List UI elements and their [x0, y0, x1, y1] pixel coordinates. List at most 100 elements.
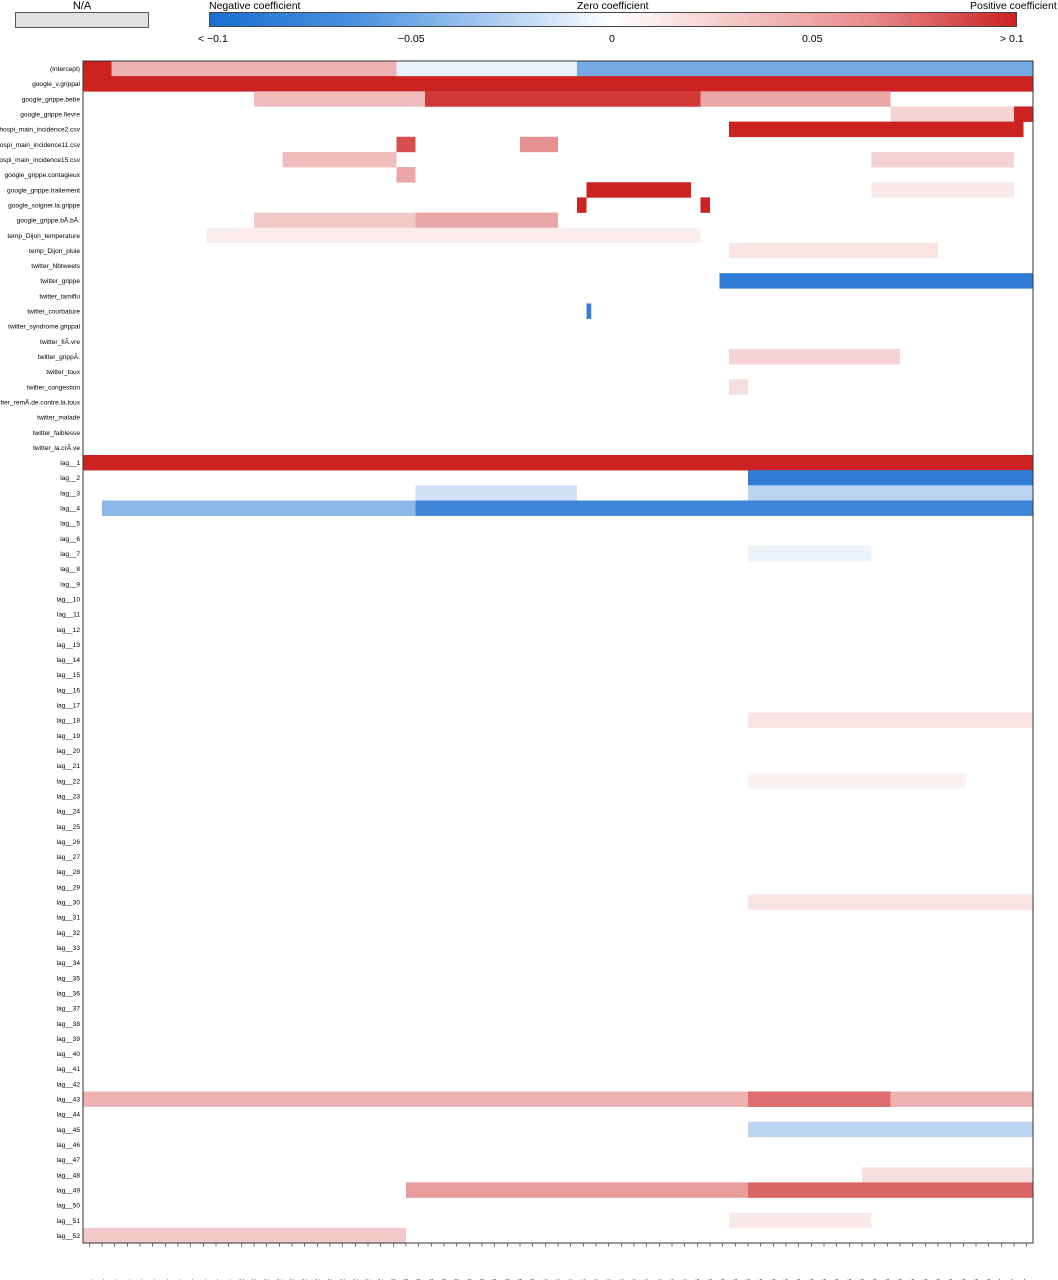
row-label: lag__20 — [57, 748, 81, 755]
heatmap-cell — [586, 182, 691, 198]
column-label: 09/2013 — [492, 1279, 499, 1280]
column-label: 05/2016 — [897, 1279, 904, 1280]
column-label: 05/2014 — [593, 1279, 600, 1280]
row-label: lag__46 — [57, 1142, 81, 1149]
column-label: 06/2011 — [150, 1279, 157, 1280]
column-label: 03/2011 — [112, 1279, 119, 1280]
heatmap-cell — [729, 242, 938, 259]
column-label: 10/2015 — [808, 1279, 815, 1280]
row-label: lag__29 — [57, 884, 81, 891]
heatmap-cell — [102, 500, 416, 516]
legend-zero-label: Zero coefficient — [577, 0, 649, 12]
row-label: lag__15 — [57, 672, 81, 679]
row-label: hospi_main_incidence11.csv — [0, 142, 81, 149]
heatmap-cell — [700, 197, 710, 213]
row-label: lag__47 — [57, 1157, 81, 1164]
row-label: lag__3 — [60, 490, 80, 497]
row-label: twitter_toux — [46, 369, 80, 376]
column-label: 09/2016 — [948, 1279, 955, 1280]
heatmap-cell — [577, 61, 1033, 77]
column-label: 08/2012 — [327, 1279, 334, 1280]
row-label: google_soigner.la.grippe — [8, 202, 80, 209]
row-label: lag__28 — [57, 869, 81, 876]
column-label: 02/2014 — [555, 1279, 562, 1280]
legend-tick-label: > 0.1 — [1000, 33, 1024, 45]
column-label: 10/2013 — [504, 1279, 511, 1280]
column-label: 07/2016 — [922, 1279, 929, 1280]
row-label: lag__4 — [60, 506, 80, 513]
column-label: 12/2013 — [530, 1279, 537, 1280]
column-label: 09/2014 — [644, 1279, 651, 1280]
row-label: lag__43 — [57, 1097, 81, 1104]
row-label: lag__44 — [57, 1112, 81, 1119]
legend-na-swatch — [15, 12, 149, 28]
column-label: 02/2011 — [99, 1279, 106, 1280]
column-label: 06/2015 — [758, 1279, 765, 1280]
heatmap-cell — [83, 1227, 406, 1244]
heatmap-cell — [862, 1167, 1033, 1183]
column-label: 04/2011 — [124, 1279, 131, 1280]
row-label: hospi_main_incidence2.csv — [0, 127, 81, 134]
column-label: 07/2013 — [466, 1279, 473, 1280]
column-label: 12/2012 — [378, 1279, 385, 1280]
row-label: twitter_syndrome.grippal — [8, 324, 80, 331]
column-label: 08/2015 — [783, 1279, 790, 1280]
row-label: lag__22 — [57, 778, 81, 785]
column-label: 04/2012 — [276, 1279, 283, 1280]
heatmap-cell — [577, 197, 587, 213]
heatmap-cell — [1014, 106, 1033, 122]
heatmap-cell — [729, 348, 900, 365]
heatmap-cell — [729, 379, 748, 395]
row-label: lag__5 — [60, 521, 80, 528]
legend-tick-label: < −0.1 — [198, 33, 228, 45]
row-label: lag__11 — [57, 612, 80, 619]
column-label: 07/2014 — [618, 1279, 625, 1280]
heatmap-cell — [254, 91, 425, 107]
heatmap-cell — [748, 712, 1033, 729]
row-label: lag__32 — [57, 930, 81, 937]
column-label: 06/2013 — [454, 1279, 461, 1280]
column-label: 06/2012 — [302, 1279, 309, 1280]
row-label: lag__19 — [57, 733, 81, 740]
heatmap-cell — [425, 91, 701, 107]
column-label: 01/2014 — [542, 1279, 549, 1280]
row-label: twitter_grippÃ. — [38, 352, 80, 361]
heatmap-cell — [415, 500, 1033, 516]
row-label: lag__51 — [57, 1218, 81, 1225]
row-label: lag__21 — [57, 763, 81, 770]
heatmap-cell — [748, 485, 1033, 501]
column-label: 02/2017 — [1011, 1279, 1018, 1280]
heatmap-cell — [111, 61, 397, 77]
heatmap-cell — [415, 485, 577, 501]
row-label: twitter_malade — [37, 415, 80, 422]
column-label: 10/2011 — [200, 1279, 207, 1280]
row-label: twitter_remÃ.de.contre.la.toux — [0, 397, 81, 406]
column-label: 07/2012 — [314, 1279, 321, 1280]
heatmap-cell — [83, 455, 1033, 471]
heatmap-cell — [748, 470, 1033, 486]
column-label: 08/2014 — [631, 1279, 638, 1280]
row-label: lag__35 — [57, 975, 81, 982]
heatmap-cell — [748, 1121, 1033, 1138]
column-label: 01/2011 — [86, 1279, 93, 1280]
legend-tick-label: 0 — [609, 33, 615, 45]
column-label: 11/2014 — [669, 1279, 676, 1280]
legend-negative-label: Negative coefficient — [209, 0, 301, 12]
column-label: 01/2012 — [238, 1279, 245, 1280]
row-label: lag__8 — [60, 566, 80, 573]
column-label: 03/2013 — [416, 1279, 423, 1280]
row-label: lag__25 — [57, 824, 81, 831]
column-label: 08/2016 — [935, 1279, 942, 1280]
row-label: lag__12 — [57, 627, 81, 634]
row-label: twitter_faiblesse — [33, 430, 81, 437]
heatmap-cell — [748, 894, 1033, 910]
row-label: lag__36 — [57, 990, 81, 997]
row-label: lag__23 — [57, 793, 81, 800]
column-label: 10/2012 — [352, 1279, 359, 1280]
heatmap-cell — [520, 136, 558, 153]
column-label: 08/2013 — [479, 1279, 486, 1280]
row-label: google_grippe.fievre — [20, 112, 80, 119]
row-label: lag__48 — [57, 1172, 81, 1179]
column-label: 02/2013 — [403, 1279, 410, 1280]
